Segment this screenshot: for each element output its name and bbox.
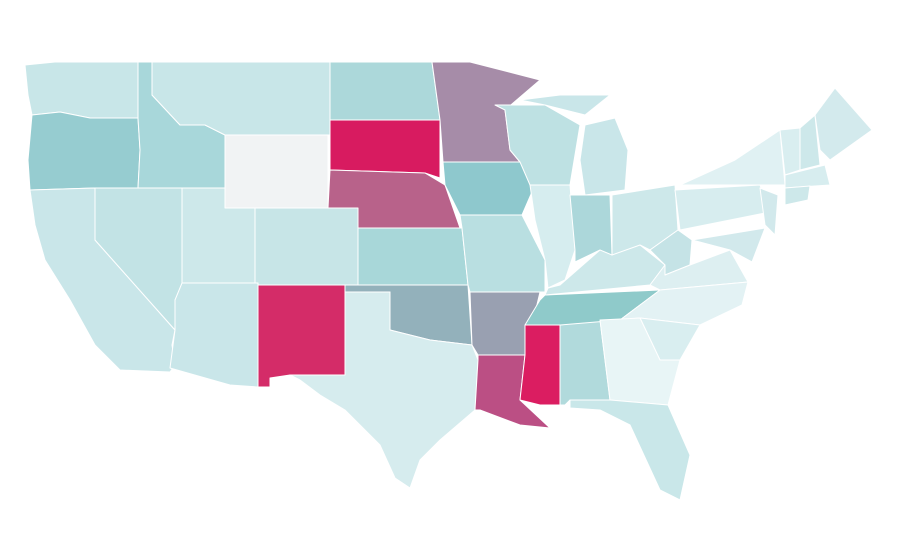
state bbox=[784, 164, 831, 189]
state bbox=[254, 207, 359, 286]
state bbox=[289, 291, 479, 489]
state bbox=[329, 61, 441, 121]
state bbox=[569, 194, 613, 263]
states bbox=[24, 61, 873, 501]
state bbox=[24, 61, 139, 119]
state bbox=[579, 117, 629, 196]
state bbox=[257, 284, 346, 388]
state bbox=[27, 111, 141, 191]
state bbox=[169, 282, 259, 388]
state bbox=[569, 399, 691, 501]
state bbox=[519, 324, 561, 406]
state bbox=[799, 114, 821, 171]
state bbox=[814, 87, 873, 161]
state bbox=[442, 161, 536, 216]
state bbox=[151, 61, 331, 136]
state bbox=[679, 129, 786, 186]
state bbox=[691, 227, 766, 263]
state bbox=[329, 119, 441, 179]
state bbox=[224, 134, 329, 209]
state bbox=[784, 185, 811, 206]
state bbox=[494, 104, 581, 186]
state bbox=[759, 187, 779, 236]
state bbox=[357, 227, 469, 286]
state bbox=[519, 94, 611, 116]
